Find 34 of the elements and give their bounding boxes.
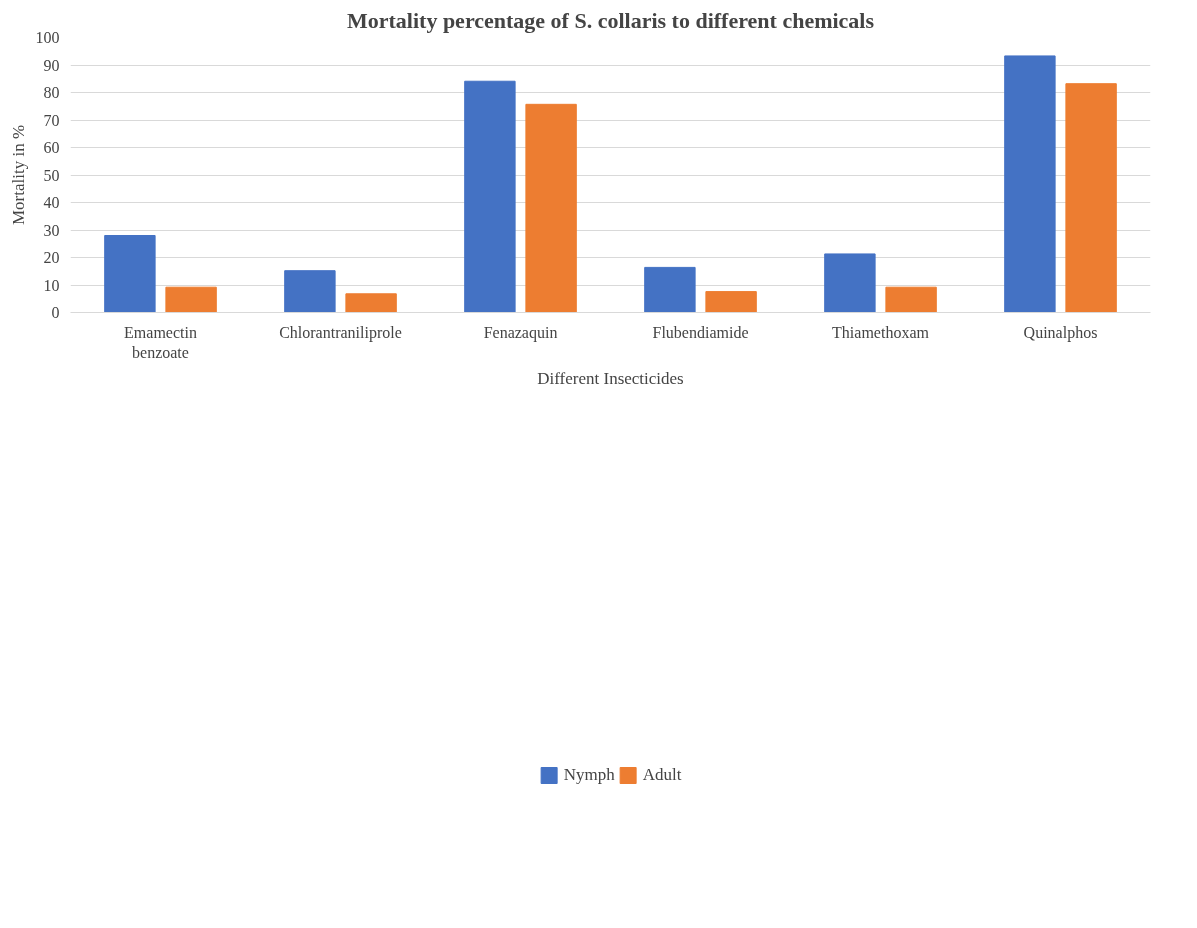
- y-tick-label: 50: [43, 166, 60, 184]
- legend-label: Adult: [642, 765, 682, 785]
- y-tick-label: 80: [43, 84, 60, 101]
- bar: [464, 80, 516, 313]
- x-axis-title: Different Insecticides: [537, 368, 684, 388]
- bar: [1004, 55, 1056, 313]
- x-tick-label: Fenazaquin: [483, 323, 558, 342]
- bar: [885, 286, 937, 313]
- y-tick-label: 90: [43, 56, 60, 74]
- y-tick-label: 30: [43, 221, 60, 239]
- bar: [1065, 83, 1117, 313]
- y-tick-label: 20: [43, 249, 60, 266]
- bar: [525, 103, 577, 313]
- legend-label: Nymph: [563, 765, 615, 785]
- x-tick-label: Emamectin benzoate: [124, 323, 197, 361]
- y-tick-label: 70: [43, 111, 60, 129]
- bar: [284, 270, 336, 313]
- bar: [705, 291, 757, 313]
- bar: [104, 235, 156, 313]
- y-axis-title: Mortality in %: [8, 124, 28, 226]
- bar: [824, 253, 876, 313]
- bar: [644, 266, 696, 313]
- y-tick-label: 60: [43, 139, 60, 156]
- y-tick-label: 10: [43, 276, 60, 294]
- x-tick-label: Quinalphos: [1023, 323, 1098, 342]
- y-tick-label: 100: [35, 29, 60, 46]
- y-tick-label: 40: [43, 194, 60, 211]
- bar: [345, 293, 397, 313]
- x-tick-label: Chlorantraniliprole: [279, 323, 402, 342]
- x-tick-label: Flubendiamide: [652, 323, 749, 341]
- chart-title: Mortality percentage of S. collaris to different chemicals: [346, 7, 875, 33]
- bar: [165, 286, 217, 313]
- y-tick-label: 0: [51, 304, 60, 321]
- x-tick-label: Thiamethoxam: [832, 323, 930, 341]
